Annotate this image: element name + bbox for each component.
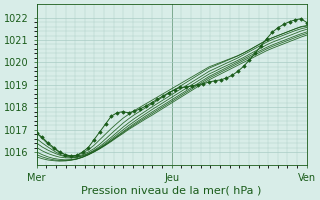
X-axis label: Pression niveau de la mer( hPa ): Pression niveau de la mer( hPa ) [82,186,262,196]
